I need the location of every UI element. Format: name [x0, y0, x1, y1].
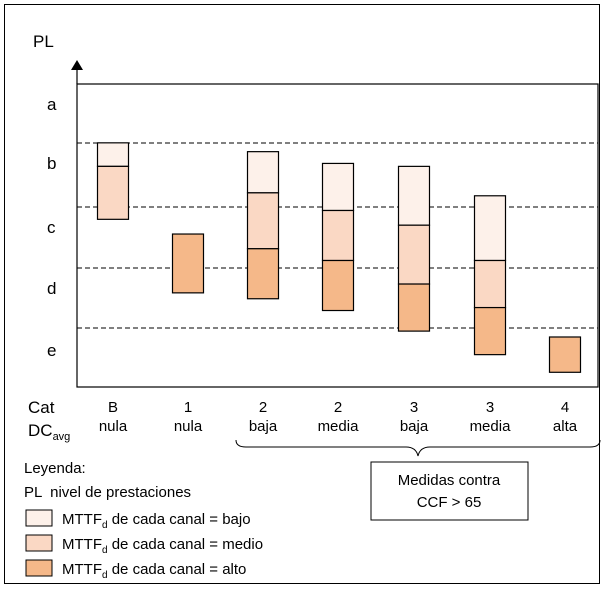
dc-label: baja	[249, 418, 278, 435]
dc-label: nula	[174, 418, 203, 435]
bar-segment-bajo	[321, 162, 355, 212]
legend-swatch-alto	[25, 559, 53, 577]
bar-segment-alto	[548, 336, 582, 373]
bar-segment-medio	[246, 192, 280, 250]
cat-label: B	[108, 399, 118, 416]
y-axis-arrowhead	[71, 60, 83, 70]
pl-level-c: c	[47, 218, 56, 237]
ccf-box-line2: CCF > 65	[417, 494, 482, 511]
dc-row-label: DCavg	[28, 421, 70, 443]
category-labels: B nula 1 nula 2 baja 2 media 3 baja 3 me…	[99, 399, 578, 435]
pl-level-a: a	[47, 95, 57, 114]
outer-border	[4, 4, 600, 584]
legend-swatch-medio	[25, 534, 53, 552]
cat-label: 4	[561, 399, 569, 416]
bar-segment-alto	[397, 283, 431, 332]
ccf-group-brace	[235, 439, 601, 457]
plot-box	[76, 83, 599, 388]
cat-label: 1	[184, 399, 192, 416]
bar-segment-alto	[171, 233, 205, 294]
bar-segment-medio	[321, 209, 355, 262]
legend-swatch-bajo	[25, 509, 53, 527]
bar-segments	[96, 142, 582, 373]
pl-level-e: e	[47, 341, 56, 360]
bar-segment-alto	[246, 248, 280, 300]
legend-item-alto: MTTFd de cada canal = alto	[62, 561, 246, 581]
cat-label: 2	[259, 399, 267, 416]
pl-level-d: d	[47, 279, 56, 298]
bar-segment-bajo	[96, 142, 130, 167]
bar-segment-bajo	[246, 151, 280, 194]
y-axis-label: PL	[33, 32, 54, 51]
legend-title: Leyenda:	[24, 460, 86, 477]
legend-pl-definition: PL nivel de prestaciones	[24, 484, 191, 501]
cat-label: 3	[410, 399, 418, 416]
cat-label: 3	[486, 399, 494, 416]
cat-label: 2	[334, 399, 342, 416]
bar-segment-medio	[96, 165, 130, 220]
pl-level-b: b	[47, 154, 56, 173]
dc-label: nula	[99, 418, 128, 435]
bar-segment-alto	[473, 306, 507, 356]
dc-label: baja	[400, 418, 429, 435]
bar-segment-bajo	[397, 165, 431, 226]
legend-item-medio: MTTFd de cada canal = medio	[62, 536, 263, 556]
dc-label: alta	[553, 418, 578, 435]
legend-item-bajo: MTTFd de cada canal = bajo	[62, 511, 251, 531]
ccf-measures-box	[370, 461, 529, 521]
dc-label: media	[318, 418, 360, 435]
ccf-box-line1: Medidas contra	[398, 472, 501, 489]
bar-segment-alto	[321, 259, 355, 312]
bar-segment-medio	[473, 259, 507, 309]
cat-row-label: Cat	[28, 398, 55, 417]
legend: Leyenda: PL nivel de prestaciones MTTFd …	[24, 460, 263, 581]
dc-label: media	[470, 418, 512, 435]
bar-segment-medio	[397, 224, 431, 285]
bar-segment-bajo	[473, 195, 507, 262]
